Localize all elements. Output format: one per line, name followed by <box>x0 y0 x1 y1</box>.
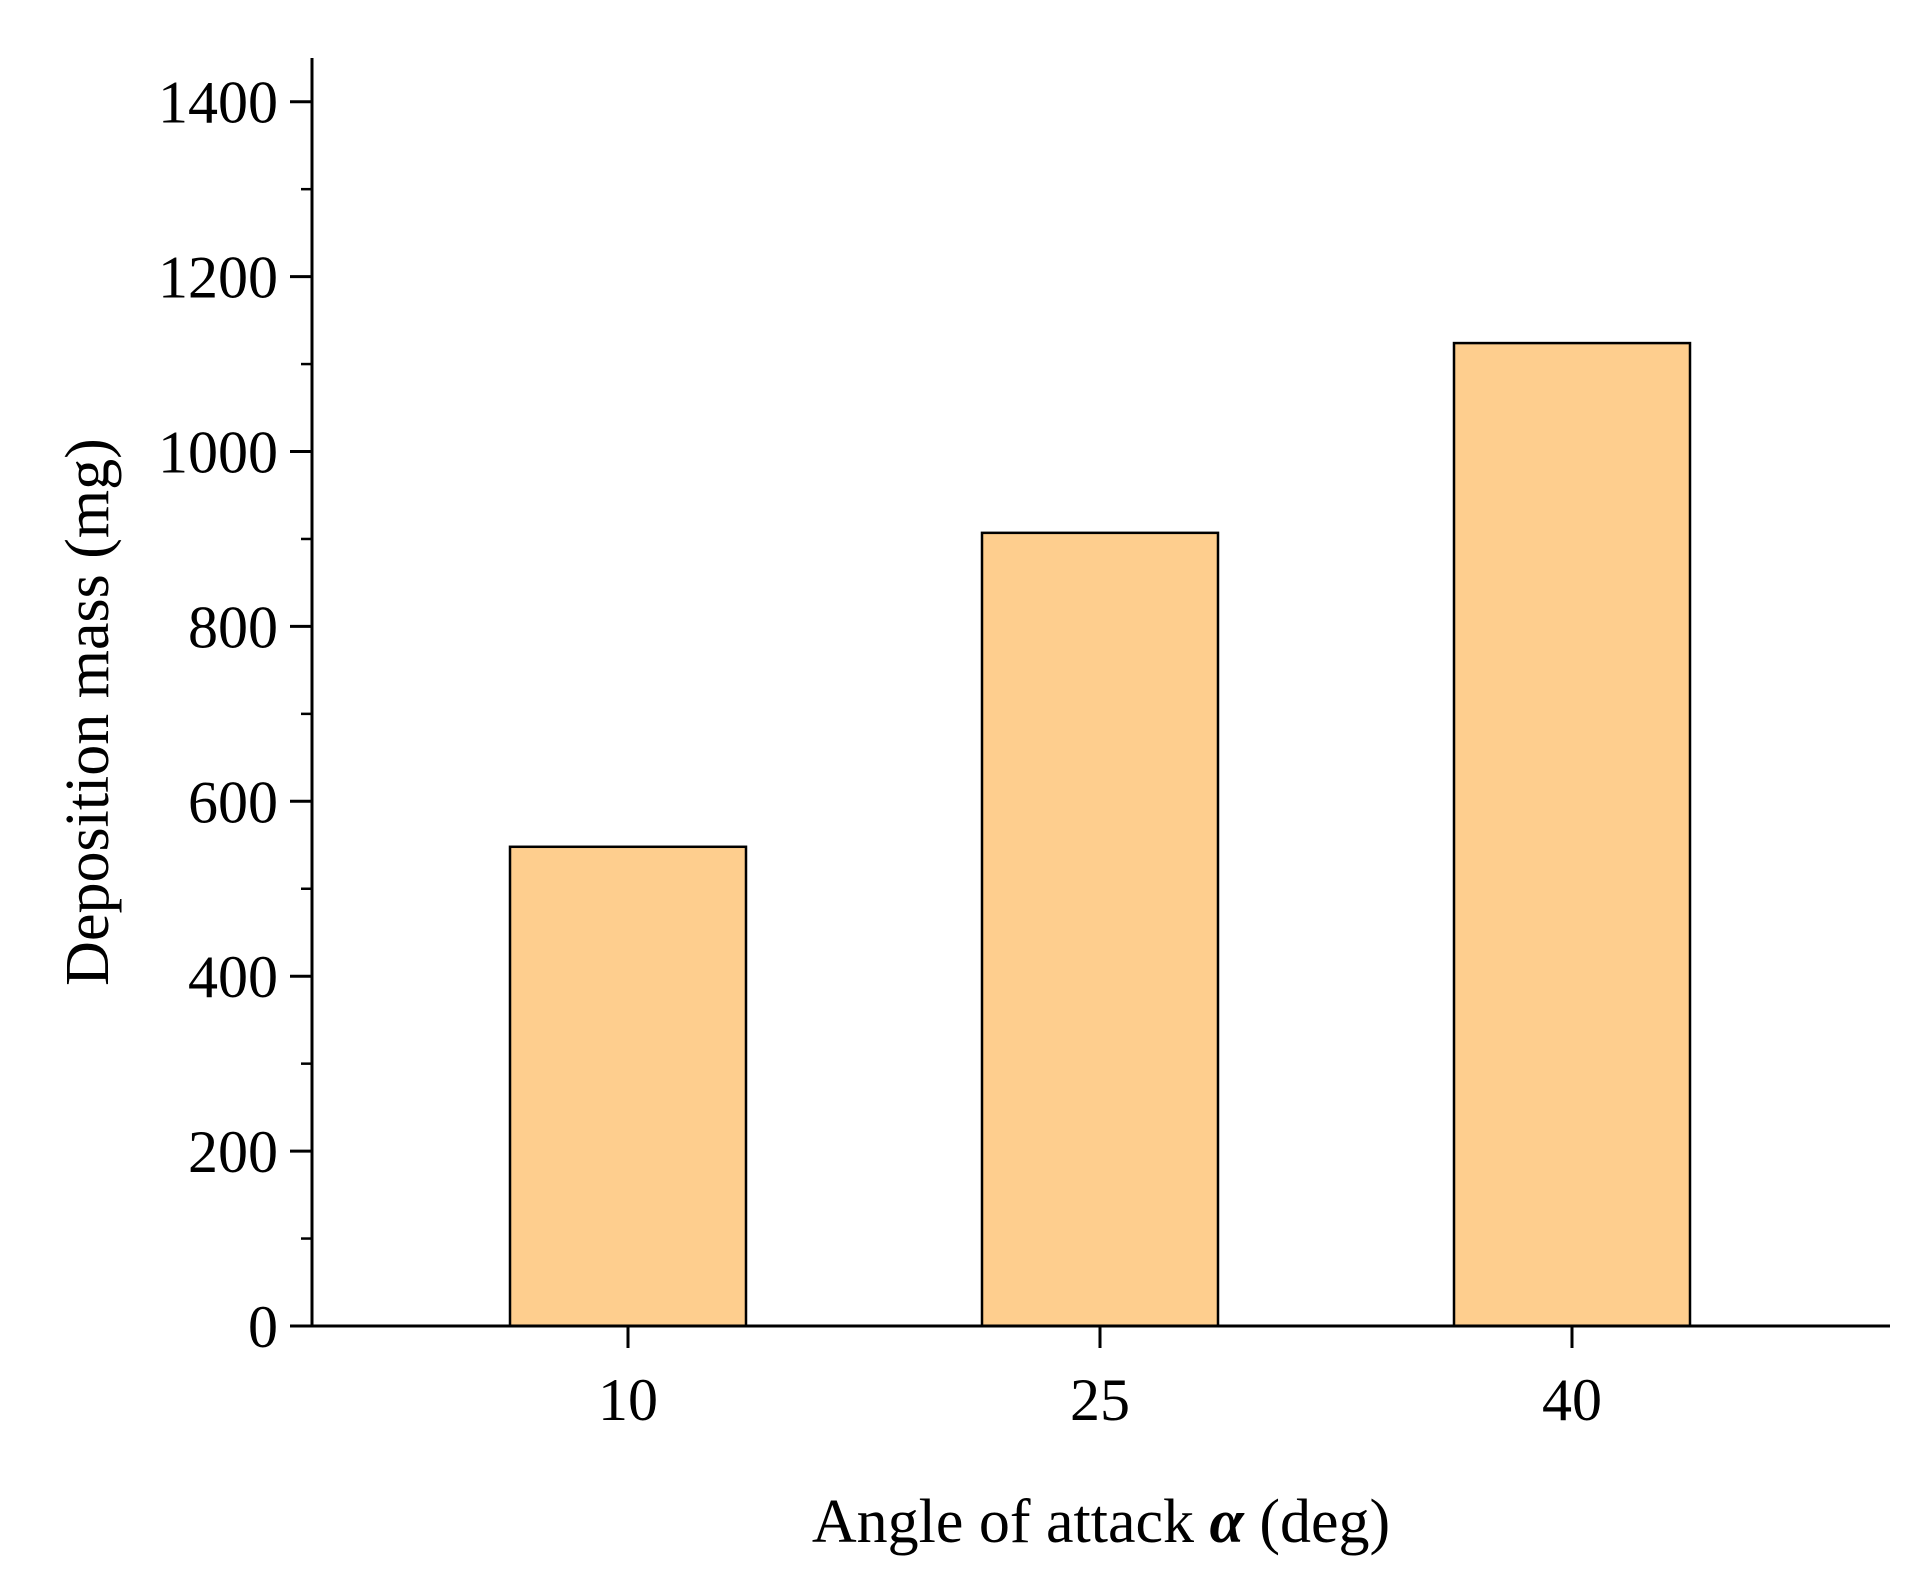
y-tick-label-1400: 1400 <box>158 70 278 136</box>
y-tick-label-1000: 1000 <box>158 420 278 486</box>
y-tick-label-0: 0 <box>248 1294 278 1360</box>
y-tick-label-600: 600 <box>188 769 278 835</box>
y-tick-label-400: 400 <box>188 944 278 1010</box>
y-tick-label-200: 200 <box>188 1119 278 1185</box>
ticks-layer: 0 200 400 600 800 1000 1200 1400 10 25 40 <box>158 70 1602 1433</box>
y-tick-label-1200: 1200 <box>158 245 278 311</box>
y-axis-title: Deposition mass (mg) <box>54 438 122 986</box>
x-axis-title-unit: (deg) <box>1244 1488 1390 1556</box>
bars-layer <box>508 341 1692 1328</box>
bar-25 <box>980 531 1220 1328</box>
x-tick-label-40: 40 <box>1542 1367 1602 1433</box>
x-tick-label-10: 10 <box>598 1367 658 1433</box>
x-axis-title: Angle of attack α (deg) <box>812 1488 1390 1556</box>
bar-40 <box>1452 341 1692 1328</box>
labels-layer: Deposition mass (mg) Angle of attack α (… <box>54 438 1390 1556</box>
y-tick-label-800: 800 <box>188 594 278 660</box>
x-axis-title-text: Angle of attack <box>812 1488 1210 1556</box>
bar-10 <box>508 845 748 1328</box>
x-tick-label-25: 25 <box>1070 1367 1130 1433</box>
alpha-symbol: α <box>1210 1488 1246 1556</box>
